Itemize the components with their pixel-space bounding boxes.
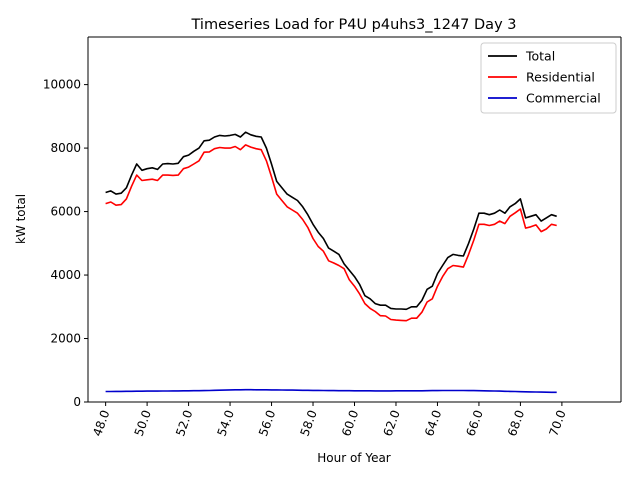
y-tick-label: 2000 — [50, 332, 81, 346]
chart-title: Timeseries Load for P4U p4uhs3_1247 Day … — [191, 17, 517, 33]
legend-label-residential: Residential — [526, 70, 595, 85]
x-tick-label: 50.0 — [132, 408, 154, 438]
x-axis-ticks: 48.0 50.0 52.0 54.0 56.0 58.0 60.0 62.0 64.0 66.0… — [90, 402, 569, 438]
series-layer — [105, 131, 557, 394]
x-tick-label: 62.0 — [381, 408, 403, 438]
legend-label-total: Total — [525, 49, 555, 64]
series-line-residential — [105, 144, 557, 322]
y-tick-label: 8000 — [50, 141, 81, 155]
y-tick-label: 4000 — [50, 268, 81, 282]
y-tick-label: 10000 — [43, 78, 81, 92]
x-tick-label: 60.0 — [339, 408, 361, 438]
series-line-commercial — [105, 388, 557, 394]
y-tick-label: 6000 — [50, 205, 81, 219]
y-tick-label: 0 — [73, 395, 81, 409]
x-tick-label: 52.0 — [173, 408, 195, 438]
series-line-total — [105, 131, 557, 311]
y-axis-label: kW total — [14, 194, 28, 244]
x-tick-label: 58.0 — [298, 408, 320, 438]
x-tick-label: 54.0 — [215, 408, 237, 438]
x-tick-label: 48.0 — [90, 408, 112, 438]
legend-label-commercial: Commercial — [526, 91, 601, 106]
x-tick-label: 66.0 — [463, 408, 485, 438]
x-tick-label: 64.0 — [422, 408, 444, 438]
x-tick-label: 68.0 — [505, 408, 527, 438]
legend-items: Total Residential Commercial — [488, 49, 601, 106]
x-axis-label: Hour of Year — [317, 451, 391, 465]
y-axis-ticks: 0 2000 4000 6000 8000 10000 — [43, 78, 88, 409]
legend-box — [480, 42, 617, 114]
x-tick-label: 70.0 — [546, 408, 568, 438]
legend: Total Residential Commercial — [480, 42, 617, 114]
x-tick-label: 56.0 — [256, 408, 278, 438]
